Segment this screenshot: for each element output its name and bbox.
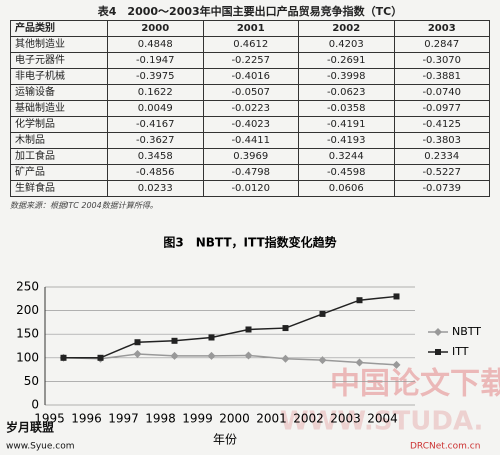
- x-tick-label: 1997: [108, 412, 139, 426]
- point: [133, 350, 142, 359]
- series-line: [63, 295, 397, 359]
- point: [356, 297, 363, 304]
- point: [392, 360, 401, 369]
- watermark: 中国论文下载: [330, 367, 500, 402]
- table-title: 表4 2000～2003年中国主要出口产品贸易竞争指数（TC）: [97, 5, 403, 18]
- table-cell: -0.0739: [393, 180, 490, 197]
- table-row: 加工食品 0.3458 0.3969 0.3244 0.2334: [10, 148, 490, 165]
- table-cell: 生鲜食品: [10, 180, 108, 197]
- y-tick-label: 0: [31, 398, 39, 412]
- y-tick-label: 250: [16, 280, 39, 294]
- table-row: 基础制造业 0.0049 -0.0223 -0.0358 -0.0977: [10, 100, 490, 117]
- y-tick-label: 50: [24, 374, 39, 388]
- point: [319, 310, 326, 317]
- x-tick-label: 2002: [293, 412, 324, 426]
- y-tick-label: 200: [16, 303, 39, 317]
- chart-title: 图3 NBTT，ITT指数变化趋势: [163, 235, 336, 250]
- point: [170, 351, 179, 360]
- x-tick-label: 2000: [219, 412, 250, 426]
- table-cell: 0.0606: [298, 180, 395, 197]
- data-table: 产品类别 2000 2001 2002 2003 其他制造业 0.4848 0.4612 0.4…: [10, 20, 490, 197]
- x-tick-label: 1999: [182, 412, 213, 426]
- point: [282, 325, 289, 332]
- x-axis-label: 年份: [213, 433, 237, 447]
- x-tick-label: 1998: [145, 412, 176, 426]
- x-tick-label: 2003: [330, 412, 361, 426]
- point: [208, 334, 215, 341]
- point: [60, 354, 67, 361]
- point: [355, 358, 364, 367]
- table-cell: -0.2257: [202, 52, 299, 69]
- table-row: 运输设备 0.1622 -0.0507 -0.0623 -0.0740: [10, 84, 490, 101]
- point: [171, 337, 178, 344]
- table-row: 非电子机械 -0.3975 -0.4016 -0.3998 -0.3881: [10, 68, 490, 85]
- point: [393, 293, 400, 300]
- x-tick-label: 1995: [34, 412, 65, 426]
- x-tick-label: 2004: [367, 412, 398, 426]
- table-source: 数据来源：根据ITC 2004数据计算所得。: [10, 201, 158, 210]
- point: [245, 326, 252, 333]
- watermark: DRCNet.com.cn: [410, 442, 480, 452]
- point: [318, 356, 327, 365]
- series-line: [63, 353, 397, 366]
- table-row: 化学制品 -0.4167 -0.4023 -0.4191 -0.4125: [10, 116, 490, 133]
- y-tick-label: 150: [16, 327, 39, 341]
- point: [97, 354, 104, 361]
- watermark: 岁月联盟: [6, 420, 54, 435]
- x-tick-label: 1996: [71, 412, 102, 426]
- watermark: WWW.STUDA.: [280, 407, 483, 437]
- watermark: www.Syue.com: [6, 442, 74, 452]
- y-tick-label: 100: [16, 350, 39, 364]
- point: [281, 354, 290, 363]
- table-cell: -0.0120: [202, 180, 299, 197]
- point: [207, 351, 216, 360]
- legend-marker: [435, 349, 441, 355]
- legend-label: ITT: [452, 345, 469, 358]
- point: [244, 351, 253, 360]
- table-cell: 0.0233: [107, 180, 204, 197]
- table-cell: -0.0223: [202, 100, 299, 117]
- table-row: 电子元器件 -0.1947 -0.2257 -0.2691 -0.3070: [10, 52, 490, 69]
- legend-label: NBTT: [452, 325, 481, 338]
- legend-marker: [434, 328, 442, 336]
- table-row: 矿产品 -0.4856 -0.4798 -0.4598 -0.5227: [10, 164, 490, 181]
- table-row: 生鲜食品 0.0233 -0.0120 0.0606 -0.0739: [10, 180, 490, 197]
- table-row: 其他制造业 0.4848 0.4612 0.4203 0.2847: [10, 36, 490, 53]
- x-tick-label: 2001: [256, 412, 287, 426]
- point: [134, 339, 141, 346]
